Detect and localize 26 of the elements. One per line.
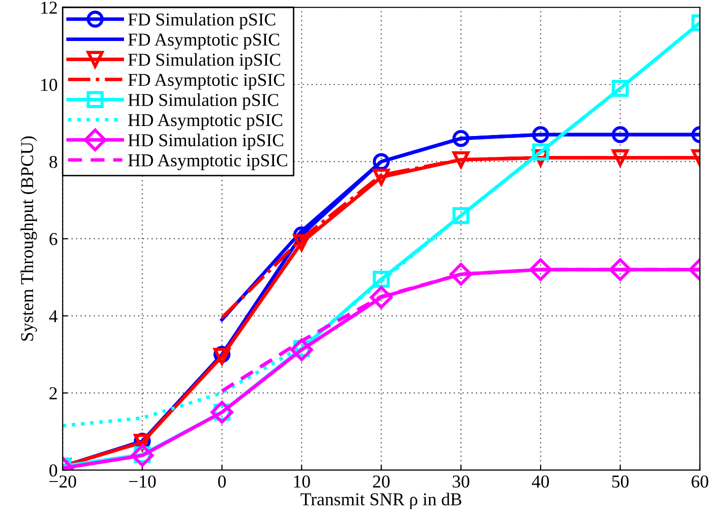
y-axis-title: System Throughput (BPCU) <box>20 136 37 341</box>
y-tick-label: 10 <box>41 78 58 91</box>
x-tick-label: −10 <box>129 475 156 488</box>
y-tick-label: 0 <box>49 464 58 477</box>
x-tick-label: 0 <box>218 475 226 488</box>
x-tick-label: 60 <box>692 475 708 488</box>
y-tick-label: 8 <box>49 156 58 168</box>
legend-label: FD Simulation pSIC <box>128 12 276 30</box>
legend-label: FD Simulation ipSIC <box>128 53 280 70</box>
legend-label: HD Asymptotic pSIC <box>128 114 282 130</box>
y-tick-label: 4 <box>49 310 58 322</box>
legend-label: FD Asymptotic pSIC <box>128 34 280 50</box>
x-tick-label: 10 <box>294 475 310 488</box>
x-axis-title: Transmit SNR ρ in dB <box>300 492 462 510</box>
y-tick-label: 12 <box>41 2 57 14</box>
y-tick-label: 2 <box>50 387 57 400</box>
x-tick-label: −20 <box>49 475 76 488</box>
legend-label: FD Asymptotic ipSIC <box>128 74 284 90</box>
x-tick-label: 30 <box>452 475 470 488</box>
x-tick-label: 50 <box>612 475 629 488</box>
legend-label: HD Asymptotic ipSIC <box>128 154 288 170</box>
legend-label: HD Simulation pSIC <box>128 93 278 110</box>
x-tick-label: 20 <box>373 475 390 488</box>
x-tick-label: 40 <box>532 475 549 488</box>
y-tick-label: 6 <box>50 233 58 246</box>
legend-label: HD Simulation ipSIC <box>128 134 284 150</box>
